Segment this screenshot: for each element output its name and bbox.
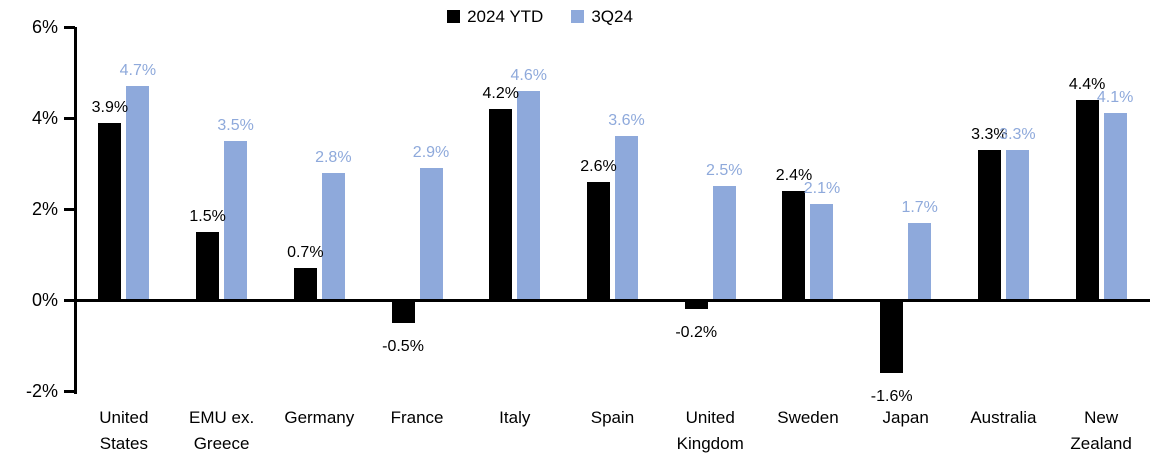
bar-2024ytd: [196, 231, 220, 302]
category-label: Spain: [590, 408, 635, 427]
category-label: United Kingdom: [676, 408, 744, 453]
bar-2024ytd: [880, 300, 904, 373]
bar-value-label: 3.3%: [971, 125, 1008, 143]
legend-label: 3Q24: [591, 7, 633, 26]
bar-3q24: [615, 136, 638, 302]
bar-value-label: -1.6%: [870, 387, 913, 405]
bar-value-label: 3.6%: [608, 112, 645, 130]
category-label: Germany: [284, 408, 355, 427]
bar-2024ytd: [98, 122, 122, 302]
bar-value-label: 2.1%: [803, 180, 841, 198]
chart-legend: 2024 YTD 3Q24: [0, 8, 1080, 25]
bar-2024ytd: [1075, 99, 1099, 302]
bar-3q24: [712, 186, 736, 302]
bar-value-label: 2.9%: [412, 144, 450, 162]
legend-item: 3Q24: [571, 8, 633, 25]
bar-2024ytd: [293, 268, 317, 302]
bar-value-label: 4.6%: [510, 66, 547, 84]
y-tick-label: 2%: [31, 199, 58, 219]
legend-label: 2024 YTD: [467, 7, 544, 26]
bar-3q24: [908, 222, 932, 302]
bar-3q24: [1103, 113, 1127, 302]
legend-swatch-2024ytd: [447, 10, 461, 23]
category-label: Australia: [970, 408, 1037, 427]
y-tick-mark: [64, 116, 75, 120]
category-label: France: [390, 408, 444, 427]
bar-value-label: 3.3%: [999, 125, 1036, 143]
y-tick-mark: [64, 207, 75, 211]
y-axis-line: [74, 27, 77, 394]
category-label: Italy: [499, 408, 531, 427]
bar-3q24: [419, 168, 443, 302]
y-tick-label: 6%: [31, 17, 58, 37]
bar-2024ytd: [587, 181, 610, 302]
bar-3q24: [1005, 149, 1029, 302]
bar-value-label: -0.2%: [675, 324, 718, 342]
bar-value-label: 4.7%: [119, 62, 157, 80]
legend-swatch-3q24: [571, 10, 585, 23]
bar-value-label: 2.4%: [775, 166, 813, 184]
bar-3q24: [224, 140, 248, 302]
bar-2024ytd: [489, 108, 513, 302]
bar-3q24: [517, 90, 541, 302]
bar-value-label: 1.7%: [901, 198, 938, 216]
bar-value-label: 0.7%: [287, 244, 324, 262]
bar-2024ytd: [391, 300, 415, 323]
bar-3q24: [126, 86, 150, 302]
y-tick-label: 4%: [31, 108, 58, 128]
legend-item: 2024 YTD: [447, 8, 543, 25]
y-tick-mark: [64, 298, 75, 302]
category-label: Japan: [882, 408, 929, 427]
bar-value-label: 4.1%: [1096, 89, 1134, 107]
bar-value-label: 3.5%: [217, 116, 254, 134]
category-axis: United States EMU ex. Greece Germany France…: [0, 405, 1152, 463]
category-label: United States: [99, 408, 149, 453]
bar-value-label: 4.2%: [482, 84, 519, 102]
bar-value-label: 2.6%: [580, 157, 617, 175]
y-tick-mark: [64, 389, 75, 393]
bar-value-label: 1.5%: [189, 207, 226, 225]
bar-2024ytd: [977, 149, 1001, 302]
bar-3q24: [321, 172, 345, 302]
bar-2024ytd: [684, 300, 708, 310]
bar-3q24: [810, 204, 834, 302]
y-tick-label: -2%: [25, 381, 58, 401]
bar-value-label: -0.5%: [382, 337, 424, 355]
category-label: Sweden: [777, 408, 839, 427]
x-axis-zero-line: [74, 299, 1150, 302]
bar-value-label: 2.5%: [705, 162, 743, 180]
bar-value-label: 3.9%: [91, 98, 129, 116]
y-tick-mark: [64, 25, 75, 29]
bar-2024ytd: [782, 190, 806, 302]
bar-value-label: 2.8%: [315, 148, 352, 166]
y-tick-label: 0%: [31, 290, 58, 310]
category-label: EMU ex. Greece: [188, 408, 255, 453]
category-label: New Zealand: [1070, 408, 1132, 453]
bar-value-label: 4.4%: [1068, 75, 1106, 93]
